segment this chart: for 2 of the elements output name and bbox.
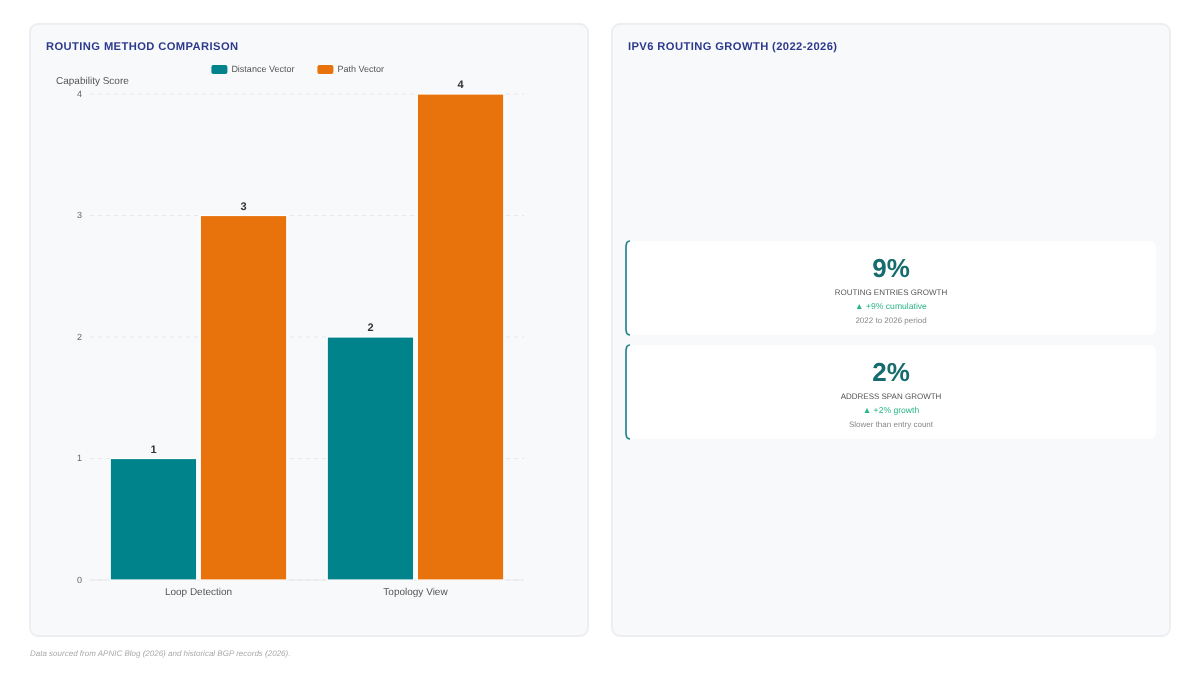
- text: 2%: [872, 357, 911, 387]
- text: 9%: [872, 253, 911, 283]
